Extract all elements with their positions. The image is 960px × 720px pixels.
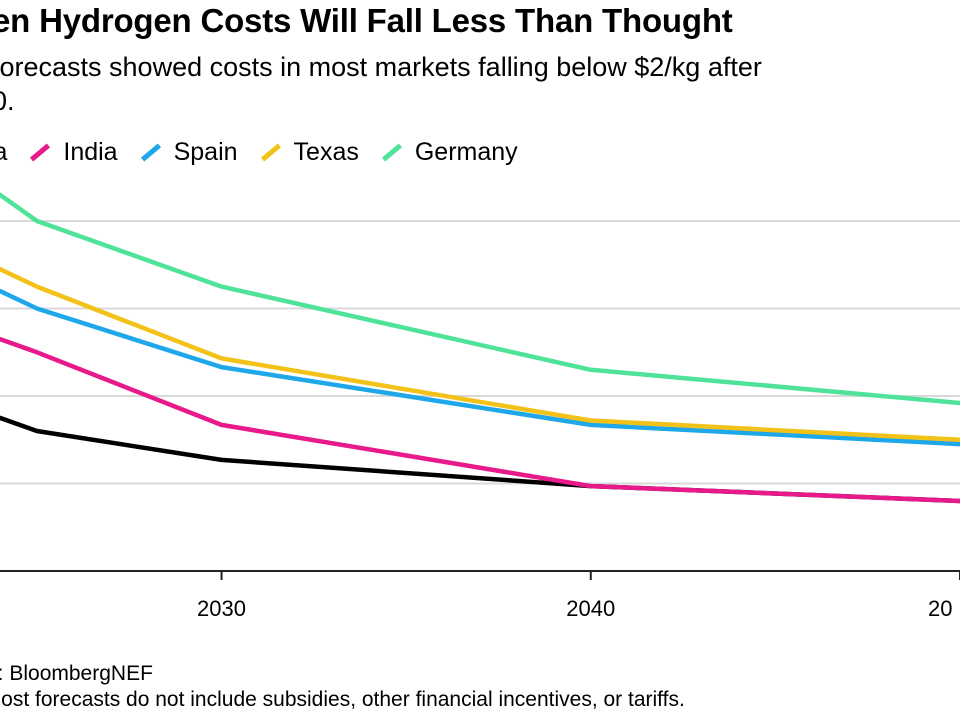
x-tick-label: 2040 bbox=[566, 596, 615, 621]
legend: ina India Spain Texas Germany bbox=[0, 138, 540, 167]
legend-item-china: ina bbox=[0, 138, 7, 167]
x-tick-label: 20 bbox=[928, 596, 952, 621]
legend-item-germany: Germany bbox=[381, 138, 518, 167]
chart-subtitle-line-1: forecasts showed costs in most markets f… bbox=[0, 52, 762, 82]
series-line-india bbox=[0, 336, 960, 504]
legend-label: India bbox=[63, 138, 118, 166]
legend-label: Texas bbox=[293, 138, 359, 166]
legend-item-india: India bbox=[29, 138, 118, 167]
legend-swatch bbox=[381, 143, 402, 162]
x-axis: 2030 2040 20 bbox=[0, 570, 960, 621]
footnote: Cost forecasts do not include subsidies,… bbox=[0, 688, 685, 711]
series-line-spain bbox=[0, 288, 960, 447]
legend-item-spain: Spain bbox=[140, 138, 238, 167]
series-line-texas bbox=[0, 266, 960, 443]
gridlines bbox=[0, 220, 960, 485]
legend-label: Germany bbox=[414, 138, 518, 166]
chart-subtitle-line-2: 0. bbox=[0, 86, 15, 116]
x-tick-label: 2030 bbox=[197, 596, 246, 621]
legend-label: ina bbox=[0, 138, 8, 166]
legend-swatch bbox=[140, 143, 161, 162]
series-line-germany bbox=[0, 192, 960, 406]
series-lines bbox=[0, 192, 960, 504]
source-note: e: BloombergNEF bbox=[0, 662, 153, 685]
legend-swatch bbox=[260, 143, 281, 162]
legend-label: Spain bbox=[173, 138, 238, 166]
legend-item-texas: Texas bbox=[260, 138, 359, 167]
legend-swatch bbox=[30, 143, 51, 162]
chart-title: en Hydrogen Costs Will Fall Less Than Th… bbox=[0, 2, 733, 39]
